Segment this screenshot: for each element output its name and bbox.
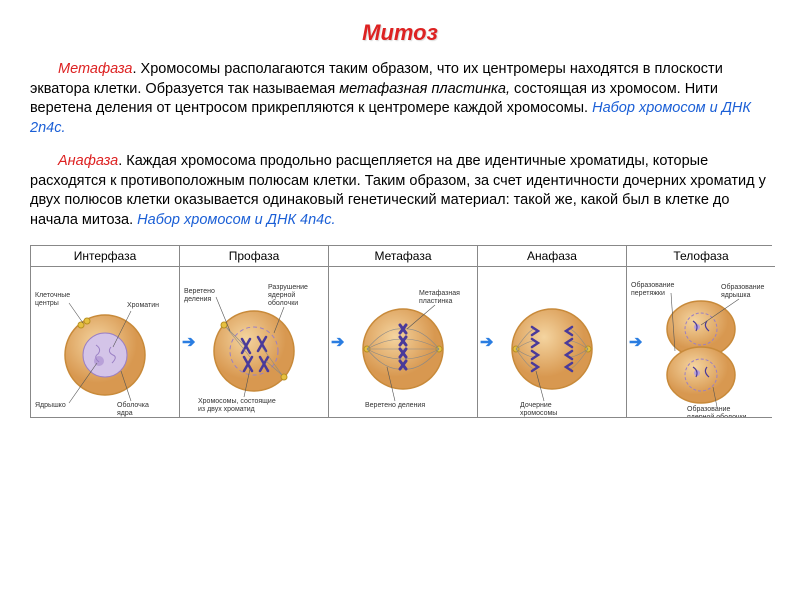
header-anaphase: Анафаза (478, 246, 626, 267)
metaphase-lead: Метафаза (58, 61, 132, 77)
lbl-nucbreak: Разрушениеядернойоболочки (268, 284, 308, 307)
col-interphase: Интерфаза Клеточныецентр (31, 246, 180, 417)
col-telophase: Телофаза ➔ Образованиеперетяжки (627, 246, 775, 417)
cell-telophase: Образованиеперетяжки Образованиеядрышка … (627, 267, 775, 417)
lbl-nucleolus: Ядрышко (35, 402, 66, 409)
anaphase-lead: Анафаза (58, 153, 118, 169)
header-prophase: Профаза (180, 246, 328, 267)
arrow-icon: ➔ (331, 332, 344, 352)
body-prophase: ➔ (180, 267, 328, 417)
arrow-icon: ➔ (629, 332, 642, 352)
lbl-chrompair: Хромосомы, состоящиеиз двух хроматид (198, 398, 276, 413)
mitosis-diagram-row: Интерфаза Клеточныецентр (30, 245, 772, 418)
body-metaphase: ➔ (329, 267, 477, 417)
anaphase-formula: Набор хромосом и ДНК 4n4c. (137, 212, 335, 228)
lbl-furrow: Образованиеперетяжки (631, 281, 674, 297)
lbl-plate: Метафазнаяпластинка (419, 290, 460, 305)
body-telophase: ➔ Образованиеперетяжки Об (627, 267, 775, 417)
header-interphase: Интерфаза (31, 246, 179, 267)
cell-interphase: Клеточныецентры Хроматин Ядрышко Оболочк… (31, 267, 179, 417)
paragraph-anaphase: Анафаза. Каждая хромосома продольно расщ… (30, 152, 770, 230)
header-metaphase: Метафаза (329, 246, 477, 267)
arrow-icon: ➔ (182, 332, 195, 352)
body-interphase: Клеточныецентры Хроматин Ядрышко Оболочк… (31, 267, 179, 417)
metaphase-italic: метафазная пластинка, (339, 81, 510, 97)
lbl-spindle-pro: Веретеноделения (184, 288, 215, 303)
lbl-spindle-meta: Веретено деления (365, 402, 425, 409)
lbl-nucform: Образованиеядрышка (721, 283, 764, 299)
lbl-daughter: Дочерниехромосомы (520, 402, 557, 417)
lbl-chromatin: Хроматин (127, 302, 159, 309)
col-prophase: Профаза ➔ (180, 246, 329, 417)
page-title: Митоз (30, 20, 770, 46)
cell-metaphase: Метафазнаяпластинка Веретено деления (329, 267, 477, 417)
paragraph-metaphase: Метафаза. Хромосомы располагаются таким … (30, 60, 770, 138)
cell-anaphase: Дочерниехромосомы (478, 267, 626, 417)
col-anaphase: Анафаза ➔ (478, 246, 627, 417)
arrow-icon: ➔ (480, 332, 493, 352)
lbl-membrane: Оболочкаядра (117, 401, 149, 417)
cell-prophase: Веретеноделения Разрушениеядернойоболочк… (180, 267, 328, 417)
header-telophase: Телофаза (627, 246, 775, 267)
body-anaphase: ➔ (478, 267, 626, 417)
col-metaphase: Метафаза ➔ (329, 246, 478, 417)
lbl-centers: Клеточныецентры (35, 292, 70, 307)
